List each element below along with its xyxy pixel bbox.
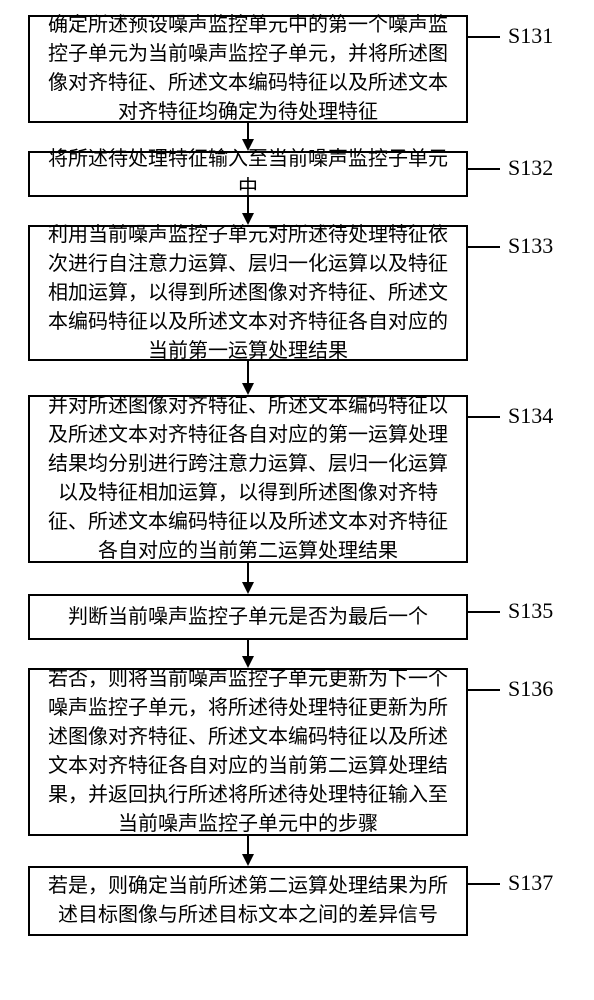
step-label-S134: S134 <box>508 403 553 429</box>
flow-step-S137: 若是，则确定当前所述第二运算处理结果为所述目标图像与所述目标文本之间的差异信号 <box>28 866 468 936</box>
flow-step-text: 若否，则将当前噪声监控子单元更新为下一个噪声监控子单元，将所述待处理特征更新为所… <box>40 665 456 839</box>
flow-step-text: 将所述待处理特征输入至当前噪声监控子单元中 <box>40 145 456 203</box>
flow-step-text: 确定所述预设噪声监控单元中的第一个噪声监控子单元为当前噪声监控子单元，并将所述图… <box>40 11 456 127</box>
flow-step-text: 利用当前噪声监控子单元对所述待处理特征依次进行自注意力运算、层归一化运算以及特征… <box>40 221 456 366</box>
step-label-S136: S136 <box>508 676 553 702</box>
flowchart-canvas: 确定所述预设噪声监控单元中的第一个噪声监控子单元为当前噪声监控子单元，并将所述图… <box>0 0 594 1000</box>
flow-step-S133: 利用当前噪声监控子单元对所述待处理特征依次进行自注意力运算、层归一化运算以及特征… <box>28 225 468 361</box>
step-label-S132: S132 <box>508 155 553 181</box>
flow-step-S134: 并对所述图像对齐特征、所述文本编码特征以及所述文本对齐特征各自对应的第一运算处理… <box>28 395 468 563</box>
flow-step-S132: 将所述待处理特征输入至当前噪声监控子单元中 <box>28 151 468 197</box>
flow-step-text: 若是，则确定当前所述第二运算处理结果为所述目标图像与所述目标文本之间的差异信号 <box>40 872 456 930</box>
flow-step-text: 并对所述图像对齐特征、所述文本编码特征以及所述文本对齐特征各自对应的第一运算处理… <box>40 392 456 566</box>
flow-step-S136: 若否，则将当前噪声监控子单元更新为下一个噪声监控子单元，将所述待处理特征更新为所… <box>28 668 468 836</box>
flow-step-S135: 判断当前噪声监控子单元是否为最后一个 <box>28 594 468 640</box>
step-label-S137: S137 <box>508 870 553 896</box>
flow-step-S131: 确定所述预设噪声监控单元中的第一个噪声监控子单元为当前噪声监控子单元，并将所述图… <box>28 15 468 123</box>
flow-step-text: 判断当前噪声监控子单元是否为最后一个 <box>68 603 428 632</box>
step-label-S131: S131 <box>508 23 553 49</box>
step-label-S133: S133 <box>508 233 553 259</box>
step-label-S135: S135 <box>508 598 553 624</box>
